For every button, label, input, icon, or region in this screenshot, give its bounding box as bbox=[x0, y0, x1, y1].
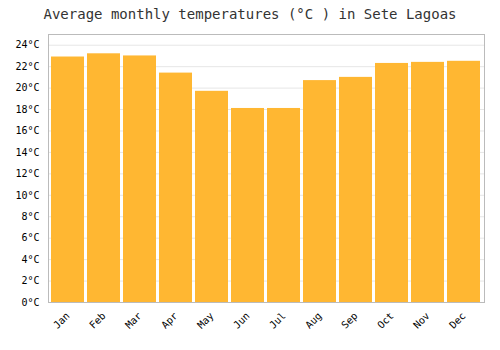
svg-text:6°C: 6°C bbox=[21, 232, 39, 243]
svg-text:8°C: 8°C bbox=[21, 211, 39, 222]
svg-text:Feb: Feb bbox=[87, 310, 108, 331]
svg-text:Jul: Jul bbox=[267, 310, 288, 331]
svg-text:Jan: Jan bbox=[51, 310, 72, 331]
svg-text:2°C: 2°C bbox=[21, 275, 39, 286]
svg-text:16°C: 16°C bbox=[15, 125, 39, 136]
svg-text:May: May bbox=[195, 310, 216, 331]
svg-text:Sep: Sep bbox=[339, 310, 360, 331]
svg-text:Apr: Apr bbox=[159, 310, 180, 331]
svg-text:Mar: Mar bbox=[123, 310, 144, 331]
svg-text:Nov: Nov bbox=[411, 310, 432, 331]
svg-text:14°C: 14°C bbox=[15, 147, 39, 158]
svg-text:Aug: Aug bbox=[303, 310, 324, 331]
svg-text:Dec: Dec bbox=[447, 310, 468, 331]
svg-text:22°C: 22°C bbox=[15, 61, 39, 72]
html-text:Average monthly temperatures (: Average monthly temperatures (°C ) in Se… bbox=[43, 6, 457, 22]
svg-text:20°C: 20°C bbox=[15, 82, 39, 93]
svg-text:10°C: 10°C bbox=[15, 190, 39, 201]
svg-text:4°C: 4°C bbox=[21, 254, 39, 265]
svg-text:18°C: 18°C bbox=[15, 104, 39, 115]
svg-text:24°C: 24°C bbox=[15, 39, 39, 50]
svg-text:Jun: Jun bbox=[231, 310, 252, 331]
svg-text:0°C: 0°C bbox=[21, 297, 39, 308]
svg-text:12°C: 12°C bbox=[15, 168, 39, 179]
svg-text:Oct: Oct bbox=[375, 310, 396, 331]
